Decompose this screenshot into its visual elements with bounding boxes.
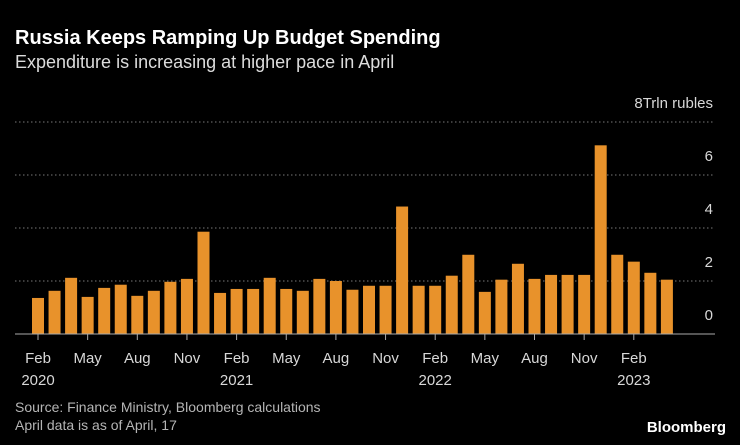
bar — [511, 263, 524, 334]
bar — [230, 288, 243, 334]
bar — [65, 277, 78, 334]
bar — [247, 288, 260, 334]
y-tick-label: 6 — [705, 148, 713, 165]
x-tick-label: May — [471, 350, 500, 367]
x-tick-label: Feb — [25, 350, 51, 367]
source: Source: Finance Ministry, Bloomberg calc… — [15, 399, 321, 415]
bar — [478, 291, 491, 334]
x-tick-label: 2022 — [419, 372, 452, 389]
x-tick-label: Aug — [323, 350, 350, 367]
bar — [214, 292, 227, 334]
x-tick-label: May — [73, 350, 102, 367]
bar — [131, 295, 144, 334]
bar — [561, 274, 574, 334]
bar — [329, 281, 342, 334]
bar — [147, 290, 160, 334]
y-tick-label: 0 — [705, 307, 713, 324]
note: April data is as of April, 17 — [15, 417, 177, 433]
bar — [627, 261, 640, 334]
x-tick-label: Feb — [224, 350, 250, 367]
bar — [396, 206, 409, 334]
x-tick-label: Nov — [372, 350, 399, 367]
bar — [296, 290, 309, 334]
bar — [114, 284, 127, 334]
x-tick-label: Feb — [621, 350, 647, 367]
bar — [578, 274, 591, 334]
x-tick-label: 2021 — [220, 372, 253, 389]
bar — [644, 272, 657, 334]
x-tick-label: 2020 — [21, 372, 54, 389]
bar — [32, 297, 44, 334]
bar — [445, 275, 458, 334]
x-tick-label: Aug — [124, 350, 151, 367]
y-tick-label: 4 — [705, 201, 713, 218]
bar — [48, 290, 61, 334]
bar — [594, 145, 607, 334]
bar — [412, 285, 425, 334]
bar — [197, 231, 210, 334]
bar — [660, 279, 673, 334]
bar — [263, 277, 276, 334]
bar — [81, 296, 94, 334]
bar — [495, 279, 508, 334]
x-tick-label: May — [272, 350, 301, 367]
bar — [611, 254, 624, 334]
y-tick-label: 2 — [705, 254, 713, 271]
y-tick-label: 8Trln rubles — [634, 95, 713, 112]
bar — [429, 285, 442, 334]
brand: Bloomberg — [647, 419, 726, 436]
bar — [346, 289, 359, 334]
x-tick-label: Feb — [422, 350, 448, 367]
x-tick-label: 2023 — [617, 372, 650, 389]
bar — [98, 287, 111, 334]
chart-title: Russia Keeps Ramping Up Budget Spending — [15, 27, 441, 49]
bar — [280, 288, 293, 334]
bar — [545, 274, 558, 334]
bar — [180, 278, 193, 334]
bar — [462, 254, 475, 334]
chart-subtitle: Expenditure is increasing at higher pace… — [15, 52, 394, 72]
bar — [164, 281, 177, 334]
x-tick-label: Nov — [174, 350, 201, 367]
bar — [313, 278, 326, 334]
bar — [528, 278, 541, 334]
bar — [363, 285, 375, 334]
x-tick-label: Aug — [521, 350, 548, 367]
bar — [379, 285, 392, 334]
x-tick-label: Nov — [571, 350, 598, 367]
